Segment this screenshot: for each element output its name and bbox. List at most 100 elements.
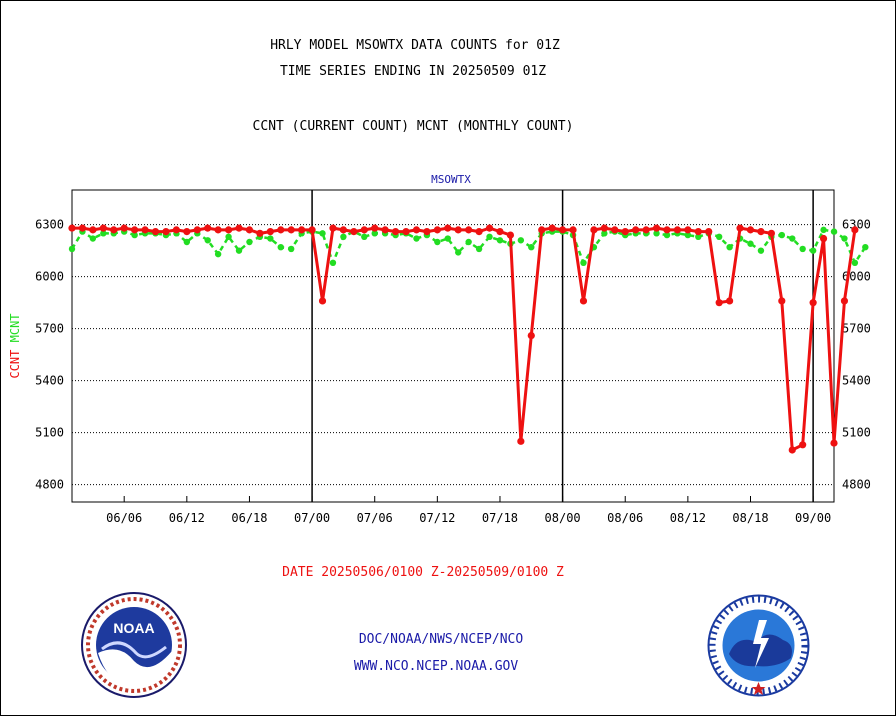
x-tick-label: 07/00 [294, 511, 330, 525]
x-tick-label: 06/06 [106, 511, 142, 525]
chart-title-line3: CCNT (CURRENT COUNT) MCNT (MONTHLY COUNT… [252, 119, 574, 134]
nws-logo [707, 594, 810, 697]
data-point-ccnt [391, 228, 400, 236]
data-point-mcnt [235, 247, 243, 254]
data-point-mcnt [841, 235, 848, 242]
data-point-mcnt [68, 245, 76, 253]
x-tick-label: 07/06 [357, 511, 393, 525]
y-tick-label-left: 5100 [35, 426, 64, 440]
data-point-mcnt [340, 233, 347, 240]
data-point-ccnt [830, 439, 838, 447]
data-point-ccnt [600, 224, 608, 232]
data-point-ccnt [809, 299, 817, 307]
data-point-mcnt [329, 259, 337, 266]
data-point-ccnt [235, 224, 243, 232]
y-axis-label: CCNT MCNT [8, 313, 22, 378]
y-axis-label-mcnt: MCNT [8, 313, 22, 349]
data-point-ccnt [652, 224, 661, 232]
data-point-ccnt [172, 226, 180, 234]
data-point-ccnt [141, 226, 149, 234]
data-point-mcnt [726, 244, 733, 251]
data-point-mcnt [851, 259, 859, 266]
data-point-mcnt [89, 235, 97, 242]
data-point-mcnt [601, 230, 608, 237]
data-point-mcnt [361, 233, 368, 240]
data-point-mcnt [204, 237, 211, 244]
data-point-mcnt [444, 235, 451, 242]
data-point-ccnt [632, 226, 640, 234]
data-point-ccnt [799, 441, 807, 449]
series-line-ccnt [72, 226, 857, 452]
data-point-mcnt [475, 245, 483, 253]
data-point-ccnt [266, 228, 274, 236]
data-point-mcnt [684, 231, 692, 239]
y-tick-label-right: 6300 [842, 218, 871, 232]
x-tick-label: 08/00 [545, 511, 581, 525]
data-point-mcnt [517, 237, 525, 244]
data-point-ccnt [590, 226, 598, 234]
data-point-ccnt [371, 224, 379, 232]
data-point-mcnt [528, 244, 535, 251]
x-tick-label: 09/00 [795, 511, 831, 525]
data-point-ccnt [120, 224, 128, 232]
data-point-ccnt [726, 297, 734, 305]
data-point-mcnt [486, 233, 493, 240]
data-point-mcnt [465, 238, 472, 246]
data-point-ccnt [287, 226, 295, 234]
data-point-ccnt [298, 226, 306, 234]
data-point-ccnt [183, 228, 191, 236]
data-point-mcnt [455, 249, 462, 256]
x-tick-label: 08/18 [732, 511, 768, 525]
y-tick-label-left: 4800 [35, 478, 64, 492]
data-point-ccnt [204, 224, 212, 232]
station-label: MSOWTX [431, 173, 471, 186]
x-tick-label: 08/06 [607, 511, 643, 525]
data-point-ccnt [318, 297, 327, 305]
x-tick-label: 08/12 [670, 511, 706, 525]
svg-text:NOAA: NOAA [113, 620, 154, 636]
data-point-ccnt [193, 226, 201, 234]
data-point-ccnt [746, 226, 755, 234]
data-point-mcnt [747, 240, 754, 247]
data-point-ccnt [151, 228, 160, 236]
data-point-ccnt [475, 228, 483, 236]
data-point-ccnt [611, 226, 619, 234]
data-point-ccnt [214, 226, 222, 234]
data-point-mcnt [277, 244, 284, 251]
data-point-mcnt [434, 238, 441, 246]
date-range-label: DATE 20250506/0100 Z-20250509/0100 Z [282, 565, 564, 580]
data-point-ccnt [89, 226, 97, 234]
data-point-mcnt [653, 230, 660, 237]
data-point-ccnt [433, 226, 441, 234]
y-tick-label-right: 5700 [842, 322, 871, 336]
data-point-ccnt [767, 229, 775, 237]
data-point-ccnt [256, 229, 264, 237]
data-point-mcnt [799, 245, 806, 253]
y-tick-label-left: 6300 [35, 218, 64, 232]
data-point-ccnt [506, 231, 515, 239]
y-tick-label-right: 5100 [842, 426, 871, 440]
data-point-mcnt [319, 230, 326, 237]
data-point-ccnt [663, 226, 671, 234]
data-point-ccnt [465, 226, 473, 234]
data-point-mcnt [214, 250, 222, 258]
data-point-ccnt [68, 224, 76, 232]
data-point-ccnt [350, 228, 358, 236]
data-point-ccnt [454, 226, 462, 234]
x-tick-label: 06/18 [231, 511, 267, 525]
data-point-ccnt [496, 228, 504, 236]
data-point-mcnt [131, 231, 138, 239]
data-point-ccnt [162, 228, 170, 236]
data-point-mcnt [778, 231, 786, 239]
data-point-ccnt [757, 228, 765, 236]
data-point-ccnt [277, 226, 285, 234]
y-tick-label-right: 4800 [842, 478, 871, 492]
data-point-ccnt [245, 226, 254, 234]
data-point-mcnt [715, 233, 723, 240]
data-point-ccnt [131, 226, 139, 234]
data-point-ccnt [224, 226, 233, 234]
y-tick-label-left: 5400 [35, 374, 64, 388]
data-point-mcnt [820, 226, 827, 234]
data-point-ccnt [684, 226, 692, 234]
